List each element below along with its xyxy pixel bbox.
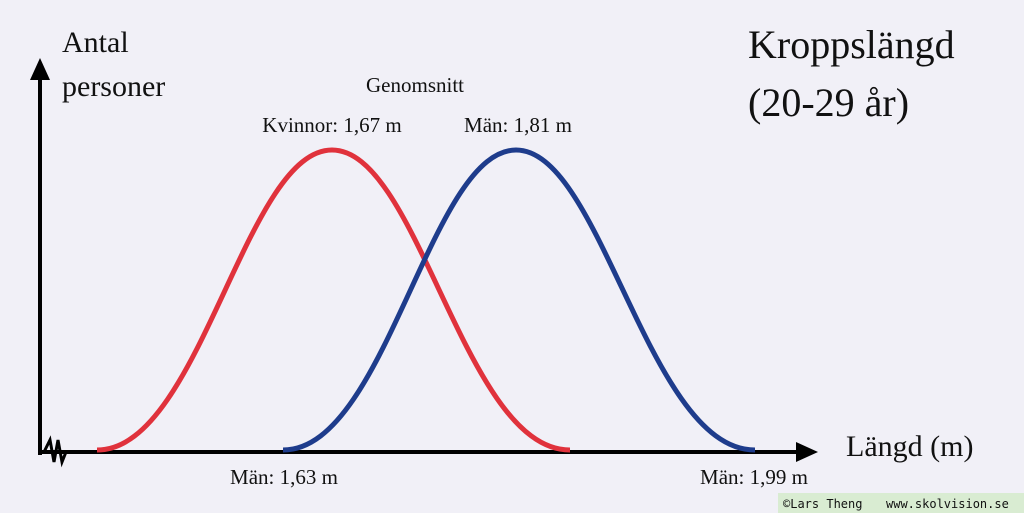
y-axis-label: personer [62, 70, 165, 103]
footer-site: www.skolvision.se [886, 497, 1009, 511]
men-average: Män: 1,81 m [464, 113, 572, 137]
range-max: Män: 1,99 m [700, 465, 808, 489]
women-curve [96, 147, 571, 453]
y-arrow [30, 58, 50, 80]
range-min: Män: 1,63 m [230, 465, 338, 489]
x-arrow [796, 442, 818, 462]
footer-box [778, 493, 1024, 513]
footer-author: ©Lars Theng [783, 497, 862, 511]
women-average: Kvinnor: 1,67 m [262, 113, 401, 137]
x-axis-label: Längd (m) [846, 430, 973, 463]
averages-heading: Genomsnitt [366, 73, 464, 97]
title: (20-29 år) [748, 80, 909, 125]
y-axis-label: Antal [62, 26, 129, 59]
title: Kroppslängd [748, 22, 955, 67]
axis-break [42, 435, 68, 468]
men-curve [282, 147, 756, 453]
